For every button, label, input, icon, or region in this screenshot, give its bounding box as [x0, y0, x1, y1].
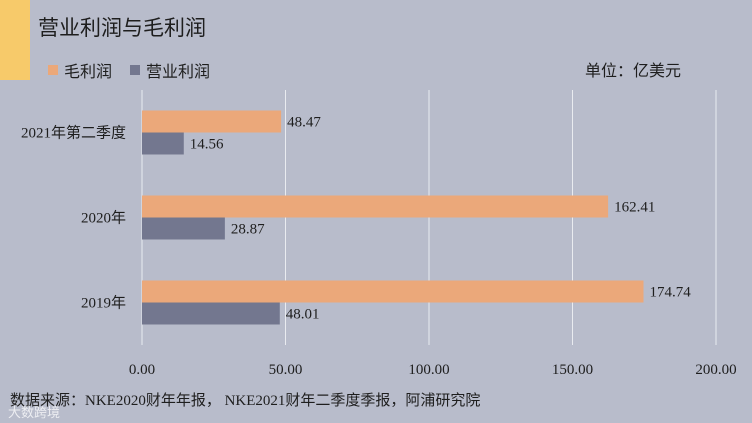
legend-swatch-operating-profit: [130, 65, 141, 75]
legend-label-operating-profit: 营业利润: [146, 64, 211, 81]
data-label-gross-profit-1: 162.41: [614, 200, 655, 216]
data-label-operating-profit-2: 48.01: [286, 307, 320, 323]
legend-item-operating-profit: 营业利润: [130, 58, 210, 82]
x-tick-label-4: 200.00: [695, 362, 736, 378]
bar-operating-profit-0: [142, 132, 184, 155]
unit-label: 单位：亿美元: [585, 63, 682, 80]
data-label-gross-profit-0: 48.47: [287, 115, 321, 131]
data-label-operating-profit-0: 14.56: [190, 137, 224, 153]
x-tick-label-1: 50.00: [269, 362, 303, 378]
legend-label-gross-profit: 毛利润: [64, 64, 113, 81]
legend-swatch-gross-profit: [48, 65, 58, 75]
x-tick-label-2: 100.00: [408, 362, 449, 378]
bar-gross-profit-0: [142, 110, 282, 133]
category-label-1: 2020年: [81, 210, 126, 227]
data-label-gross-profit-2: 174.74: [650, 285, 692, 301]
x-tick-label-3: 150.00: [552, 362, 593, 378]
bar-operating-profit-1: [142, 217, 225, 240]
category-label-0: 2021年第二季度: [21, 124, 126, 142]
bar-gross-profit-2: [142, 280, 644, 303]
data-label-operating-profit-1: 28.87: [231, 222, 265, 238]
bar-operating-profit-2: [142, 302, 280, 325]
source-note: 数据来源：NKE2020财年年报， NKE2021财年二季度季报，阿浦研究院: [10, 393, 481, 409]
legend: 毛利润 营业利润: [48, 58, 228, 82]
x-tick-label-0: 0.00: [129, 362, 155, 378]
category-label-2: 2019年: [81, 295, 126, 312]
chart-title: 营业利润与毛利润: [38, 17, 206, 40]
legend-item-gross-profit: 毛利润: [48, 58, 112, 82]
watermark: 大数跨境: [8, 405, 61, 420]
bar-gross-profit-1: [142, 195, 609, 218]
title-accent-bar: [0, 0, 30, 80]
